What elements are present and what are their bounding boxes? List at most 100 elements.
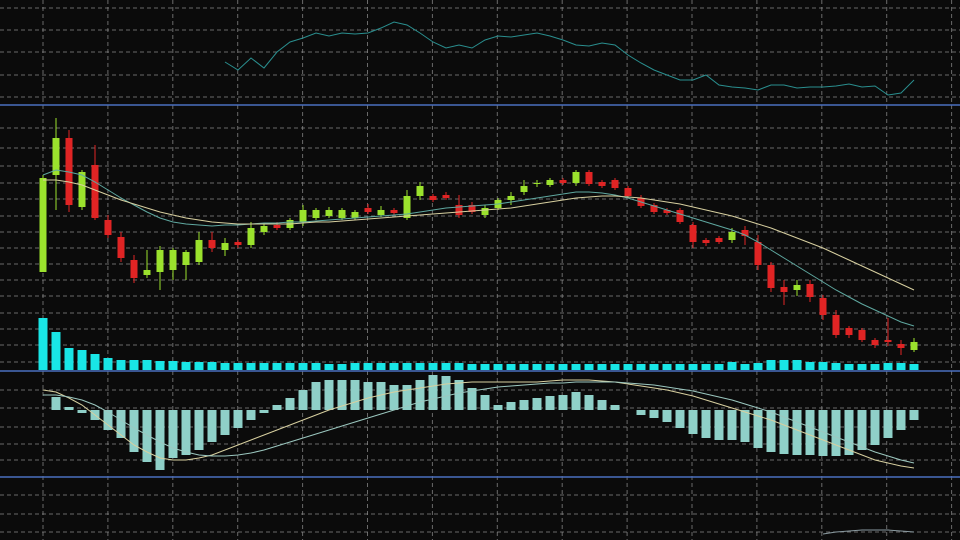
bar bbox=[441, 363, 451, 370]
bar bbox=[727, 362, 737, 370]
candle-body bbox=[442, 195, 450, 198]
bar bbox=[324, 364, 334, 370]
bar bbox=[649, 410, 659, 418]
bar bbox=[493, 405, 503, 410]
candle-body bbox=[884, 340, 892, 342]
bar bbox=[831, 363, 841, 370]
indicator-line bbox=[224, 21, 915, 96]
candle-body bbox=[533, 183, 541, 184]
bar bbox=[480, 364, 490, 370]
candle-body bbox=[754, 242, 762, 265]
bar bbox=[129, 410, 139, 452]
bar bbox=[623, 364, 633, 370]
bar bbox=[688, 364, 698, 370]
bar bbox=[103, 410, 113, 430]
bar bbox=[324, 380, 334, 410]
bar bbox=[233, 410, 243, 428]
bar bbox=[792, 410, 802, 455]
candle-body bbox=[455, 205, 463, 215]
candle-body bbox=[728, 232, 736, 240]
indicator-line bbox=[822, 529, 915, 535]
bar bbox=[350, 380, 360, 410]
bar bbox=[77, 410, 87, 413]
bar bbox=[402, 363, 412, 370]
candle-body bbox=[429, 196, 437, 200]
bar bbox=[155, 361, 165, 370]
bar bbox=[428, 363, 438, 370]
bar bbox=[311, 382, 321, 410]
bar bbox=[805, 362, 815, 370]
bar bbox=[779, 360, 789, 370]
bar bbox=[610, 405, 620, 410]
bar bbox=[909, 364, 919, 370]
bar bbox=[38, 318, 48, 370]
bar bbox=[597, 400, 607, 410]
bar bbox=[701, 410, 711, 438]
bar bbox=[519, 400, 529, 410]
bar bbox=[168, 361, 178, 370]
candle-body bbox=[546, 180, 554, 185]
bar bbox=[142, 360, 152, 370]
bar bbox=[740, 364, 750, 370]
signal-line bbox=[43, 381, 915, 464]
bar bbox=[207, 362, 217, 370]
bar bbox=[259, 410, 269, 413]
bar bbox=[51, 397, 61, 410]
candle-body bbox=[117, 237, 125, 258]
bar bbox=[103, 358, 113, 370]
candle-body bbox=[741, 230, 749, 236]
moving-average bbox=[43, 179, 915, 291]
bar bbox=[844, 364, 854, 370]
candle-body bbox=[351, 212, 359, 218]
candle-body bbox=[858, 330, 866, 340]
bar bbox=[272, 405, 282, 410]
candle-body bbox=[169, 250, 177, 270]
candle-body bbox=[585, 172, 593, 184]
candle-body bbox=[312, 210, 320, 218]
candle-body bbox=[338, 210, 346, 218]
bar bbox=[298, 363, 308, 370]
candle-body bbox=[468, 205, 476, 212]
candle-body bbox=[104, 220, 112, 235]
candle-body bbox=[234, 242, 242, 245]
bar bbox=[246, 410, 256, 420]
candle-body bbox=[364, 208, 372, 212]
candle-body bbox=[390, 210, 398, 213]
candle-body bbox=[221, 243, 229, 250]
bar bbox=[545, 396, 555, 410]
bar bbox=[909, 410, 919, 420]
bar bbox=[363, 382, 373, 410]
bar bbox=[51, 332, 61, 370]
bar bbox=[233, 363, 243, 370]
candle-body bbox=[416, 186, 424, 196]
bar bbox=[389, 385, 399, 410]
bar bbox=[298, 390, 308, 410]
bar bbox=[493, 364, 503, 370]
candle-body bbox=[676, 210, 684, 222]
bar bbox=[168, 410, 178, 458]
candle-body bbox=[702, 240, 710, 243]
bar bbox=[571, 364, 581, 370]
candle-body bbox=[611, 180, 619, 188]
bar bbox=[857, 364, 867, 370]
bar bbox=[571, 392, 581, 410]
bar bbox=[532, 398, 542, 410]
candle-body bbox=[715, 238, 723, 242]
bar bbox=[844, 410, 854, 455]
candle-body bbox=[156, 250, 164, 272]
candle-body bbox=[910, 342, 918, 350]
candle-body bbox=[377, 210, 385, 215]
bar bbox=[883, 410, 893, 438]
candle-body bbox=[520, 186, 528, 192]
bar bbox=[376, 382, 386, 410]
bar bbox=[870, 410, 880, 445]
candle-body bbox=[208, 240, 216, 248]
bar bbox=[584, 395, 594, 410]
bar bbox=[688, 410, 698, 434]
bar bbox=[753, 410, 763, 448]
candle-body bbox=[793, 285, 801, 290]
candle-body bbox=[39, 178, 47, 272]
candle-body bbox=[182, 252, 190, 265]
candle-body bbox=[650, 205, 658, 212]
